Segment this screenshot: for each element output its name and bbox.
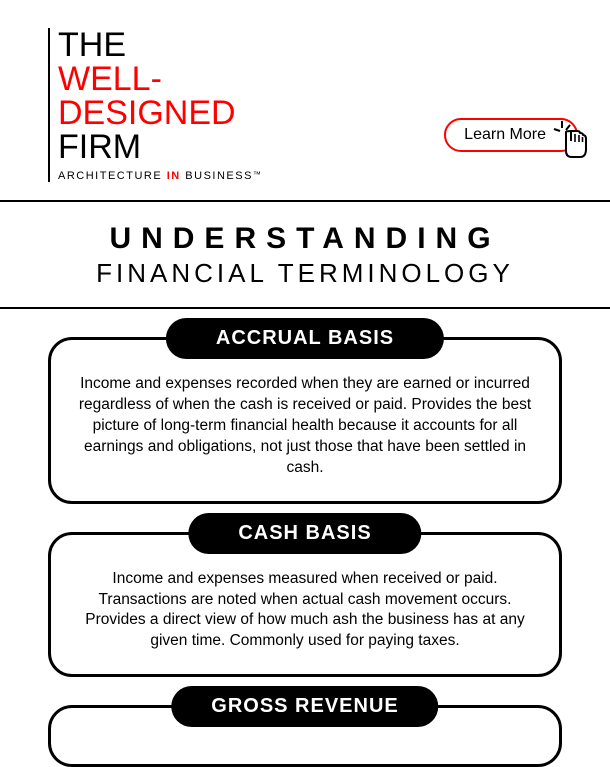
card-description: Income and expenses measured when receiv… bbox=[73, 569, 537, 653]
card-title-pill: GROSS REVENUE bbox=[171, 686, 438, 727]
logo-line-1: THE bbox=[58, 28, 261, 62]
card-description: Income and expenses recorded when they a… bbox=[73, 374, 537, 479]
logo-tagline: ARCHITECTURE IN BUSINESS™ bbox=[58, 170, 261, 182]
tagline-suffix: BUSINESS bbox=[181, 170, 253, 182]
cursor-click-icon bbox=[552, 117, 596, 166]
card-title-pill: CASH BASIS bbox=[188, 513, 421, 554]
logo-line-3: DESIGNED bbox=[58, 96, 261, 130]
logo: THE WELL- DESIGNED FIRM ARCHITECTURE IN … bbox=[48, 28, 261, 182]
card-accrual-basis: ACCRUAL BASIS Income and expenses record… bbox=[48, 337, 562, 504]
tagline-in: IN bbox=[167, 170, 181, 182]
tagline-prefix: ARCHITECTURE bbox=[58, 170, 167, 182]
title-block: UNDERSTANDING FINANCIAL TERMINOLOGY bbox=[0, 202, 610, 307]
trademark-symbol: ™ bbox=[253, 170, 261, 179]
card-title-pill: ACCRUAL BASIS bbox=[166, 318, 444, 359]
logo-line-4: FIRM bbox=[58, 130, 261, 164]
title-main: UNDERSTANDING bbox=[0, 222, 610, 256]
logo-divider-bar bbox=[48, 28, 50, 182]
card-gross-revenue: GROSS REVENUE bbox=[48, 705, 562, 767]
logo-line-2: WELL- bbox=[58, 62, 261, 96]
card-cash-basis: CASH BASIS Income and expenses measured … bbox=[48, 532, 562, 678]
title-sub: FINANCIAL TERMINOLOGY bbox=[0, 258, 610, 289]
cta-wrap: Learn More bbox=[444, 118, 578, 152]
cards-container: ACCRUAL BASIS Income and expenses record… bbox=[0, 309, 610, 767]
header: THE WELL- DESIGNED FIRM ARCHITECTURE IN … bbox=[0, 0, 610, 200]
logo-text: THE WELL- DESIGNED FIRM ARCHITECTURE IN … bbox=[58, 28, 261, 182]
